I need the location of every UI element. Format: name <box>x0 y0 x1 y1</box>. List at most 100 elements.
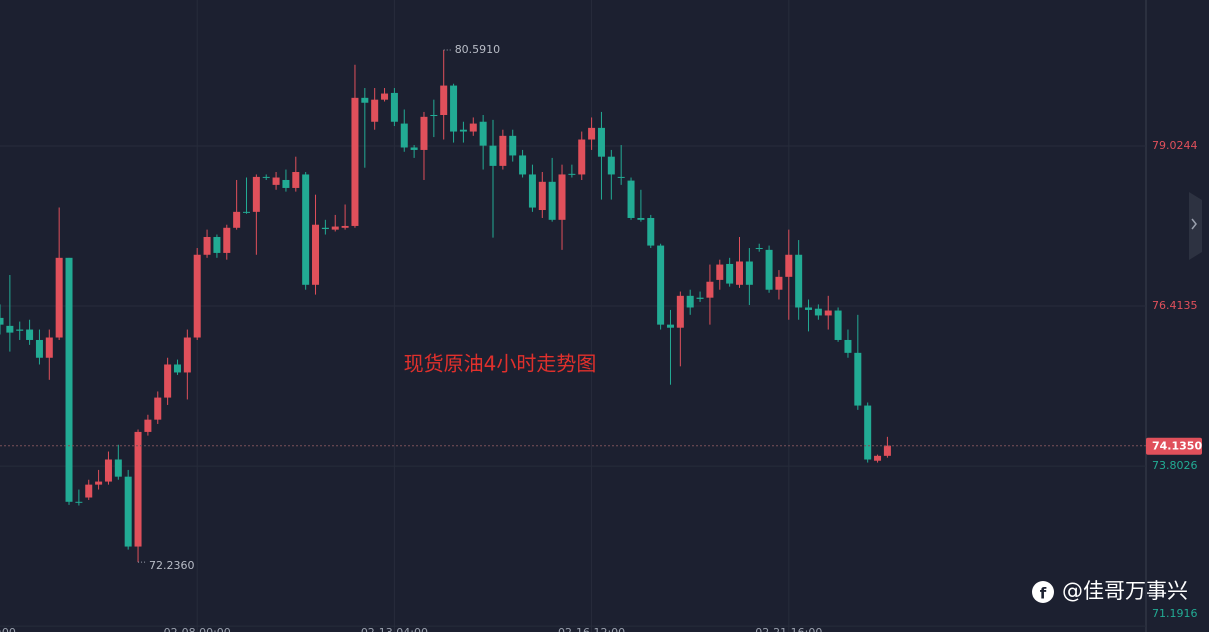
candle-body <box>410 147 418 150</box>
x-tick-label: 20:00 <box>0 626 16 632</box>
candle-body <box>528 174 536 208</box>
candle-body <box>243 211 250 213</box>
candle-body <box>755 248 763 250</box>
low-label: 72.2360 <box>149 559 195 572</box>
plot: 80.5910 72.2360 <box>0 43 1146 572</box>
x-tick-label: 02-08 00:00 <box>164 626 231 632</box>
candle-body <box>104 459 112 482</box>
candle-body <box>637 217 645 220</box>
candle-body <box>381 93 389 100</box>
candle-body <box>676 295 684 328</box>
candle-body <box>144 419 152 432</box>
side-tab[interactable] <box>1189 192 1202 260</box>
candle-body <box>469 123 477 132</box>
candle-body <box>814 308 822 316</box>
last-price-label: 74.1350 <box>1152 440 1202 453</box>
candle-body <box>578 139 586 175</box>
candle-body <box>607 156 615 175</box>
candle-body <box>538 181 546 211</box>
candle-body <box>430 114 438 116</box>
candle-body <box>824 310 832 316</box>
candle-body <box>548 181 556 220</box>
candle-body <box>6 325 14 333</box>
candle-body <box>75 501 83 503</box>
candle-body <box>361 97 369 103</box>
candle-body <box>371 99 379 122</box>
candle-body <box>233 211 241 228</box>
candle-body <box>795 254 803 308</box>
candle-body <box>312 224 320 285</box>
candle-body <box>765 249 773 290</box>
candle-body <box>864 405 872 460</box>
candle-body <box>45 337 53 358</box>
candle-body <box>183 337 191 373</box>
candle-body <box>558 174 566 220</box>
candle-body <box>617 176 625 178</box>
candle-body <box>341 225 349 228</box>
candle-body <box>844 339 852 353</box>
candle-body <box>0 317 4 325</box>
candle-body <box>716 264 724 280</box>
candle-body <box>390 92 398 122</box>
y-tick-label: 76.4135 <box>1152 299 1198 312</box>
candle-body <box>282 179 290 188</box>
candle-body <box>726 263 734 284</box>
candle-body <box>223 227 231 253</box>
candle-body <box>627 180 635 218</box>
candle-body <box>193 254 201 338</box>
candle-body <box>331 226 339 230</box>
candle-body <box>85 484 93 498</box>
candle-body <box>785 254 793 277</box>
y-tick-label: 79.0244 <box>1152 139 1198 152</box>
candle-body <box>834 310 842 340</box>
candle-body <box>805 307 813 310</box>
candle-body <box>499 135 507 166</box>
candle-body <box>696 297 704 299</box>
candle-body <box>252 176 260 212</box>
candle-body <box>450 85 458 132</box>
last-price-badge <box>1146 437 1202 455</box>
candle-body <box>272 177 280 185</box>
candle-body <box>883 445 891 456</box>
candle-body <box>95 481 103 485</box>
candle-body <box>509 135 517 156</box>
candle-body <box>26 329 34 340</box>
candle-body <box>597 127 605 157</box>
candle-body <box>173 364 181 373</box>
candle-body <box>745 261 753 285</box>
candle-body <box>164 364 172 398</box>
candle-body <box>55 257 63 338</box>
candle-body <box>420 116 428 150</box>
candle-body <box>459 129 467 132</box>
side-tab-arrow[interactable] <box>1191 218 1197 230</box>
high-label: 80.5910 <box>455 43 501 56</box>
watermark-icon <box>1032 581 1054 603</box>
x-tick-label: 02-21 16:00 <box>755 626 822 632</box>
candle-body <box>657 245 665 325</box>
candle-body <box>874 455 882 461</box>
candle-body <box>262 176 270 178</box>
candle-body <box>686 295 694 308</box>
candle-body <box>134 431 142 547</box>
candle-body <box>588 127 596 140</box>
candle-body <box>65 257 73 502</box>
candle-body <box>440 85 448 115</box>
candle-body <box>351 97 359 226</box>
axis: 79.0244 76.4135 73.8026 71.1916 20:00 02-08 0… <box>0 139 1202 632</box>
watermark: @佳哥万事兴 <box>1062 579 1188 603</box>
x-tick-label: 02-13 04:00 <box>361 626 428 632</box>
candle-body <box>124 476 132 547</box>
candle-body <box>213 236 221 253</box>
y-tick-label: 71.1916 <box>1152 607 1198 620</box>
candle-body <box>16 329 24 331</box>
candle-body <box>568 173 576 175</box>
candle-body <box>489 145 497 166</box>
candle-body <box>775 276 783 290</box>
candle-body <box>302 174 310 285</box>
candle-body <box>736 261 743 285</box>
candle-body <box>292 172 300 188</box>
candle-body <box>519 155 527 175</box>
